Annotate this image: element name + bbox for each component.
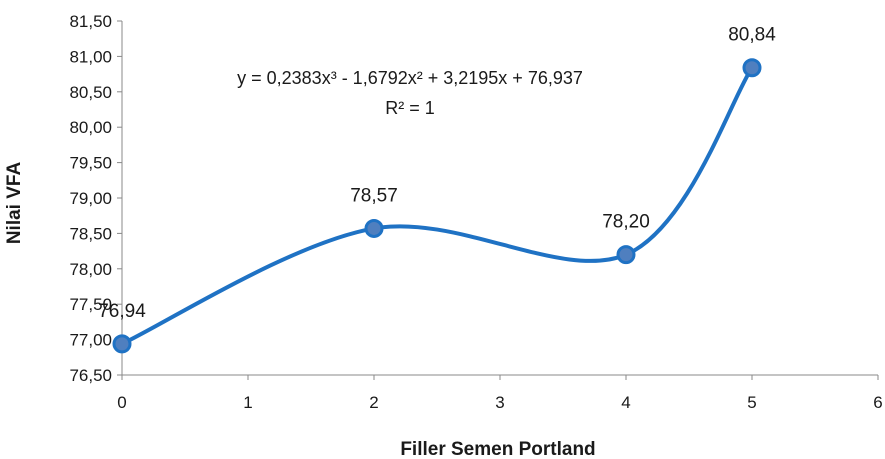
y-tick-label: 79,50 bbox=[69, 154, 112, 173]
x-tick-label: 3 bbox=[495, 393, 504, 412]
data-label: 80,84 bbox=[728, 25, 776, 46]
y-tick-label: 80,00 bbox=[69, 118, 112, 137]
y-ticks: 76,50 77,00 77,50 78,00 78,50 79,00 79,50 80,00… bbox=[69, 12, 122, 385]
x-tick-label: 6 bbox=[873, 393, 882, 412]
y-tick-label: 79,00 bbox=[69, 189, 112, 208]
y-tick-label: 78,00 bbox=[69, 260, 112, 279]
y-tick-label: 81,50 bbox=[69, 12, 112, 31]
x-tick-label: 2 bbox=[369, 393, 378, 412]
x-tick-label: 0 bbox=[117, 393, 126, 412]
trendline-equation: y = 0,2383x³ - 1,6792x² + 3,2195x + 76,9… bbox=[237, 68, 583, 88]
data-label: 78,20 bbox=[602, 212, 650, 233]
data-label: 76,94 bbox=[98, 301, 146, 322]
x-tick-label: 1 bbox=[243, 393, 252, 412]
x-axis-title: Filler Semen Portland bbox=[400, 439, 595, 459]
x-tick-label: 4 bbox=[621, 393, 630, 412]
data-point bbox=[364, 218, 384, 238]
data-point bbox=[112, 334, 132, 354]
y-tick-label: 78,50 bbox=[69, 224, 112, 243]
y-tick-label: 80,50 bbox=[69, 83, 112, 102]
data-point bbox=[616, 245, 636, 265]
data-label: 78,57 bbox=[350, 185, 398, 206]
y-tick-label: 76,50 bbox=[69, 366, 112, 385]
series-line bbox=[121, 66, 754, 346]
y-axis-title: Nilai VFA bbox=[4, 162, 25, 245]
y-tick-label: 77,00 bbox=[69, 331, 112, 350]
data-point bbox=[742, 58, 762, 78]
y-tick-label: 81,00 bbox=[69, 47, 112, 66]
y-tick-label: 77,50 bbox=[69, 295, 112, 314]
series-group: 76,94 78,57 78,20 80,84 bbox=[98, 25, 776, 354]
x-ticks: 0 1 2 3 4 5 6 bbox=[117, 375, 883, 412]
trendline-r-squared: R² = 1 bbox=[385, 98, 435, 118]
x-tick-label: 5 bbox=[747, 393, 756, 412]
